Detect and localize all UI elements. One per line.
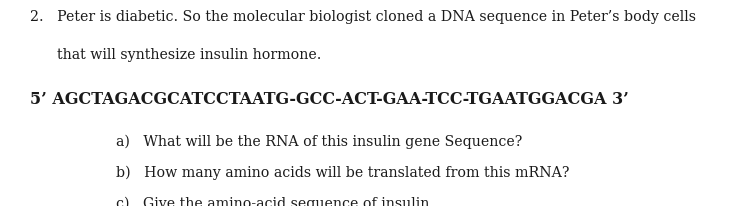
Text: that will synthesize insulin hormone.: that will synthesize insulin hormone. <box>30 47 321 61</box>
Text: 5’ AGCTAGACGCATCCTAATG-GCC-ACT-GAA-TCC-TGAATGGACGA 3’: 5’ AGCTAGACGCATCCTAATG-GCC-ACT-GAA-TCC-T… <box>30 91 628 108</box>
Text: c)   Give the amino-acid sequence of insulin.: c) Give the amino-acid sequence of insul… <box>116 196 434 206</box>
Text: a)   What will be the RNA of this insulin gene Sequence?: a) What will be the RNA of this insulin … <box>116 134 523 148</box>
Text: b)   How many amino acids will be translated from this mRNA?: b) How many amino acids will be translat… <box>116 165 570 179</box>
Text: 2.   Peter is diabetic. So the molecular biologist cloned a DNA sequence in Pete: 2. Peter is diabetic. So the molecular b… <box>30 10 696 24</box>
